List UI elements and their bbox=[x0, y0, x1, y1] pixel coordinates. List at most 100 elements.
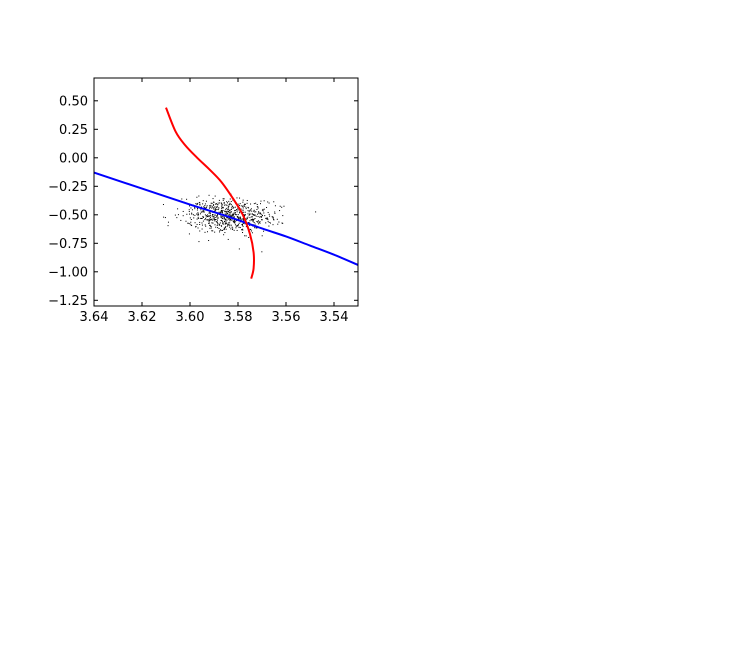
red-series-line bbox=[165, 107, 255, 279]
scatter-point bbox=[224, 219, 226, 221]
scatter-point bbox=[221, 209, 222, 211]
scatter-point bbox=[212, 222, 214, 224]
scatter-point bbox=[189, 217, 191, 219]
scatter-point bbox=[212, 217, 214, 219]
scatter-point bbox=[251, 218, 253, 220]
scatter-point bbox=[226, 223, 228, 225]
scatter-point bbox=[236, 214, 238, 216]
scatter-point bbox=[210, 227, 212, 229]
scatter-point bbox=[235, 225, 237, 227]
x-tick-label: 3.64 bbox=[80, 310, 109, 325]
scatter-point bbox=[222, 229, 223, 231]
scatter-point bbox=[205, 200, 207, 202]
scatter-point bbox=[218, 207, 220, 209]
scatter-point bbox=[237, 224, 239, 226]
scatter-point bbox=[196, 209, 198, 211]
scatter-point bbox=[225, 209, 227, 211]
scatter-point bbox=[202, 220, 204, 222]
scatter-point bbox=[217, 202, 219, 204]
scatter-point bbox=[201, 217, 202, 219]
scatter-point bbox=[222, 198, 224, 200]
scatter-point bbox=[209, 206, 211, 208]
scatter-point bbox=[209, 215, 211, 217]
scatter-point bbox=[228, 224, 230, 226]
scatter-point bbox=[242, 205, 244, 207]
scatter-point bbox=[214, 214, 216, 216]
scatter-point bbox=[256, 227, 258, 229]
scatter-point bbox=[242, 225, 244, 227]
scatter-point bbox=[249, 217, 251, 219]
scatter-point bbox=[188, 211, 190, 213]
scatter-point bbox=[234, 212, 236, 214]
scatter-point bbox=[182, 215, 184, 217]
scatter-point bbox=[261, 215, 263, 217]
scatter-point bbox=[198, 241, 200, 243]
scatter-point bbox=[191, 212, 193, 214]
scatter-point bbox=[197, 216, 199, 218]
scatter-point bbox=[242, 228, 244, 230]
scatter-point bbox=[261, 251, 263, 253]
scatter-point bbox=[265, 222, 267, 224]
scatter-point bbox=[223, 216, 225, 218]
scatter-point bbox=[266, 217, 268, 219]
scatter-point bbox=[225, 210, 227, 212]
scatter-point bbox=[204, 205, 206, 207]
scatter-point bbox=[222, 218, 224, 220]
scatter-point bbox=[242, 224, 244, 226]
scatter-point bbox=[243, 204, 245, 206]
scatter-point bbox=[257, 213, 259, 215]
scatter-point bbox=[190, 207, 192, 209]
scatter-point bbox=[228, 214, 230, 216]
scatter-point bbox=[191, 213, 193, 215]
scatter-point bbox=[239, 216, 241, 218]
scatter-point bbox=[225, 226, 227, 228]
scatter-point bbox=[190, 224, 192, 226]
scatter-point bbox=[228, 204, 230, 206]
scatter-point bbox=[221, 204, 223, 206]
scatter-point bbox=[208, 215, 210, 217]
scatter-point bbox=[231, 226, 233, 228]
scatter-point bbox=[207, 215, 209, 217]
scatter-point bbox=[229, 215, 231, 217]
scatter-point bbox=[267, 201, 269, 203]
scatter-point bbox=[233, 220, 235, 222]
scatter-point bbox=[210, 225, 212, 227]
scatter-point bbox=[252, 210, 254, 212]
scatter-point bbox=[217, 223, 219, 225]
scatter-point bbox=[208, 222, 210, 224]
scatter-point bbox=[248, 214, 250, 216]
scatter-point bbox=[202, 203, 204, 205]
scatter-point bbox=[220, 219, 222, 221]
scatter-point bbox=[249, 213, 251, 215]
scatter-point bbox=[229, 202, 231, 204]
scatter-point bbox=[235, 227, 237, 229]
scatter-point bbox=[217, 217, 219, 219]
scatter-point bbox=[254, 218, 256, 219]
scatter-point bbox=[244, 235, 246, 237]
scatter-point bbox=[213, 204, 215, 206]
scatter-point bbox=[227, 207, 229, 209]
scatter-point bbox=[227, 206, 229, 208]
scatter-point bbox=[218, 228, 220, 230]
scatter-point bbox=[245, 226, 247, 228]
scatter-point bbox=[246, 218, 248, 220]
scatter-point bbox=[185, 220, 187, 222]
scatter-point bbox=[249, 220, 251, 222]
scatter-point bbox=[219, 224, 221, 226]
scatter-point bbox=[269, 215, 271, 217]
scatter-point bbox=[225, 214, 227, 216]
scatter-point bbox=[273, 201, 275, 203]
scatter-point bbox=[283, 205, 285, 207]
scatter-point bbox=[217, 219, 219, 221]
scatter-point bbox=[243, 219, 245, 221]
scatter-point bbox=[262, 208, 264, 210]
scatter-point bbox=[199, 203, 201, 205]
scatter-point bbox=[182, 210, 184, 212]
scatter-point bbox=[225, 207, 227, 209]
scatter-point bbox=[259, 216, 261, 218]
scatter-point bbox=[204, 224, 206, 226]
scatter-point bbox=[221, 217, 223, 219]
scatter-point bbox=[230, 224, 232, 226]
scatter-point bbox=[225, 222, 227, 224]
